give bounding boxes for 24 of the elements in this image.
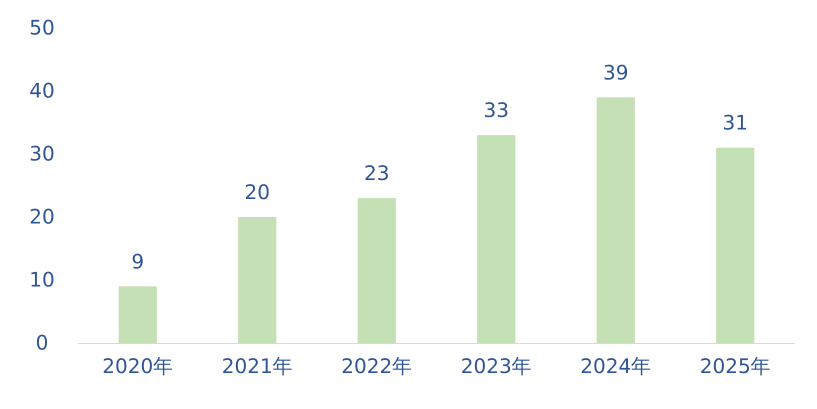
x-tick-label: 2021年 (222, 354, 293, 378)
bar (596, 97, 635, 343)
bar (118, 286, 157, 343)
y-tick-label: 30 (29, 141, 55, 166)
data-label: 9 (131, 249, 144, 274)
x-tick-label: 2025年 (700, 354, 771, 378)
data-label: 39 (603, 60, 628, 84)
y-tick-label: 20 (29, 204, 55, 228)
y-tick-label: 0 (36, 330, 48, 354)
data-label: 23 (364, 161, 390, 186)
y-tick-label: 50 (29, 15, 55, 40)
y-tick-label: 10 (29, 267, 55, 292)
bar (358, 198, 396, 343)
y-tick-label: 40 (29, 78, 55, 102)
bar (716, 148, 754, 343)
x-tick-label: 2022年 (341, 354, 412, 378)
x-tick-label: 2020年 (102, 354, 174, 378)
x-tick-label: 2023年 (460, 354, 532, 378)
data-label: 31 (722, 110, 748, 135)
data-label: 20 (244, 180, 270, 204)
x-tick-label: 2024年 (580, 354, 652, 378)
bar (238, 217, 276, 343)
bar (477, 135, 516, 343)
data-label: 33 (484, 98, 509, 122)
